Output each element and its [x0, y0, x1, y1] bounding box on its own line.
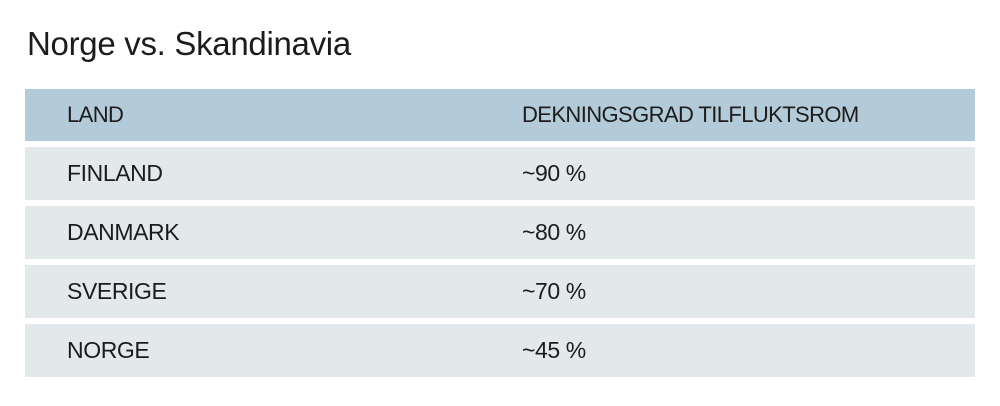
coverage-cell: ~80 % — [522, 219, 586, 245]
coverage-cell: ~45 % — [522, 337, 586, 363]
country-cell: NORGE — [67, 337, 150, 363]
column-header-coverage: DEKNINGSGRAD TILFLUKTSROM — [522, 102, 859, 127]
page-title: Norge vs. Skandinavia — [27, 25, 351, 62]
table-row: SVERIGE ~70 % — [25, 265, 975, 318]
coverage-table: LAND DEKNINGSGRAD TILFLUKTSROM FINLAND ~… — [25, 89, 975, 383]
table-row: DANMARK ~80 % — [25, 206, 975, 259]
coverage-cell: ~70 % — [522, 278, 586, 304]
table-header-row: LAND DEKNINGSGRAD TILFLUKTSROM — [25, 89, 975, 141]
column-header-land: LAND — [67, 102, 124, 127]
table-row: NORGE ~45 % — [25, 324, 975, 377]
table-row: FINLAND ~90 % — [25, 147, 975, 200]
country-cell: FINLAND — [67, 160, 163, 186]
country-cell: SVERIGE — [67, 278, 167, 304]
country-cell: DANMARK — [67, 219, 180, 245]
coverage-cell: ~90 % — [522, 160, 586, 186]
